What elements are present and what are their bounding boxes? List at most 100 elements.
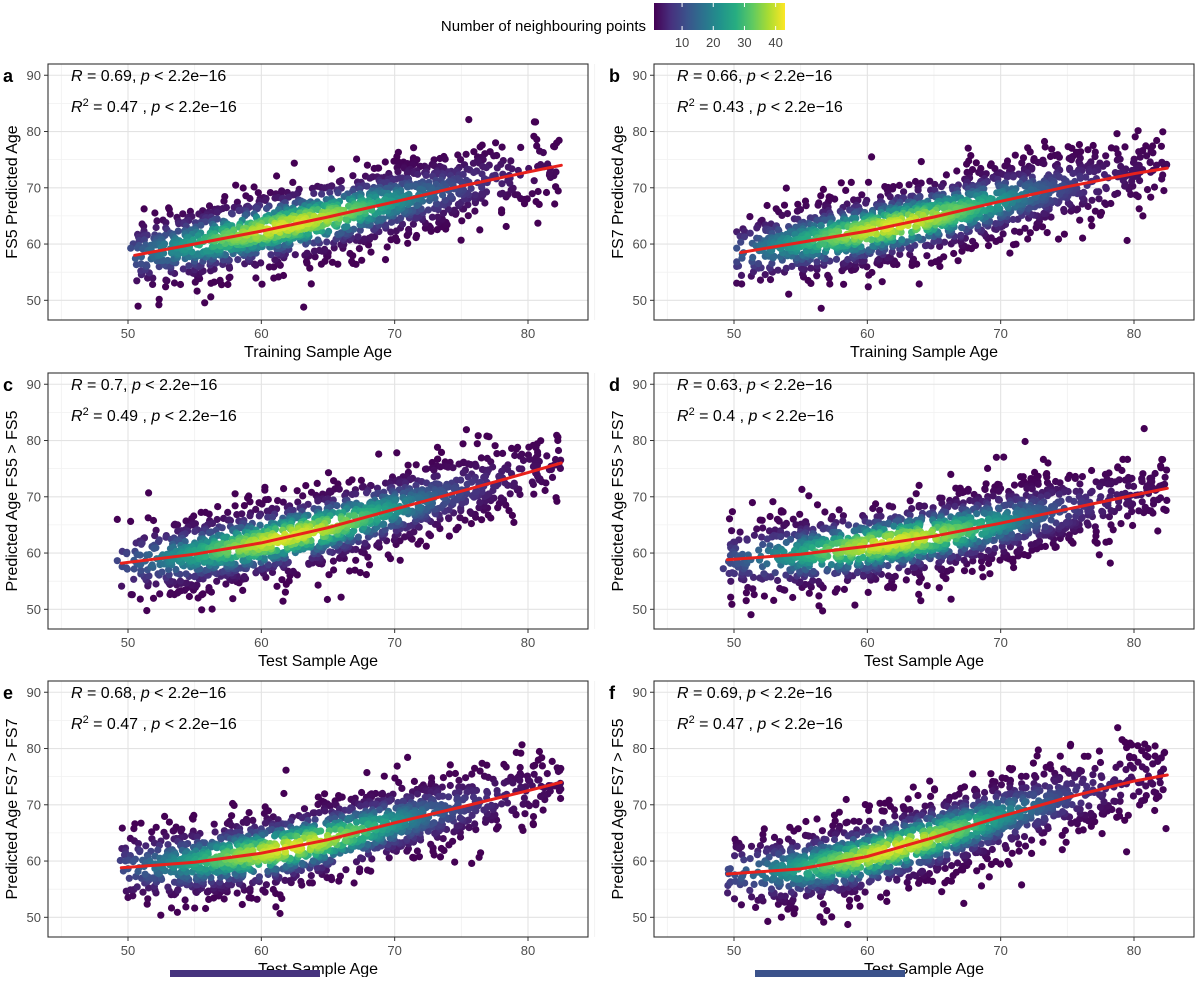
scatter-point (1160, 506, 1167, 513)
scatter-point (747, 611, 754, 618)
scatter-point (815, 602, 822, 609)
scatter-point (737, 529, 744, 536)
scatter-point (1035, 481, 1042, 488)
scatter-point (238, 510, 245, 517)
scatter-point (194, 288, 201, 295)
scatter-point (985, 547, 992, 554)
scatter-point (907, 497, 914, 504)
scatter-point (769, 498, 776, 505)
scatter-point (831, 196, 838, 203)
scatter-point (922, 242, 929, 249)
x-tick-label: 60 (254, 326, 268, 341)
y-tick-label: 50 (27, 602, 41, 617)
scatter-point (1144, 186, 1151, 193)
scatter-point (542, 487, 549, 494)
scatter-point (1159, 128, 1166, 135)
scatter-point (1124, 237, 1131, 244)
scatter-point (510, 519, 517, 526)
scatter-point (397, 557, 404, 564)
scatter-point (207, 293, 214, 300)
scatter-point (1096, 483, 1103, 490)
scatter-point (463, 426, 470, 433)
scatter-point (156, 590, 163, 597)
scatter-point (354, 233, 361, 240)
scatter-point (865, 179, 872, 186)
scatter-point (1114, 156, 1121, 163)
scatter-point (749, 499, 756, 506)
scatter-point (1024, 235, 1031, 242)
scatter-point (282, 589, 289, 596)
scatter-point (508, 165, 515, 172)
scatter-point (246, 195, 253, 202)
scatter-point (138, 260, 145, 267)
scatter-point (214, 503, 221, 510)
scatter-point (530, 491, 537, 498)
scatter-point (252, 274, 259, 281)
scatter-point (1076, 480, 1083, 487)
y-axis-title: FS5 Predicted Age (4, 125, 21, 259)
scatter-point (224, 509, 231, 516)
scatter-point (382, 256, 389, 263)
scatter-point (442, 156, 449, 163)
scatter-point (214, 209, 221, 216)
scatter-point (167, 211, 174, 218)
scatter-point (256, 512, 263, 519)
scatter-point (150, 517, 157, 524)
scatter-point (1114, 190, 1121, 197)
scatter-point (385, 551, 392, 558)
scatter-point (824, 272, 831, 279)
scatter-point (1154, 527, 1161, 534)
scatter-point (842, 187, 849, 194)
legend-tick-label: 40 (768, 35, 782, 50)
scatter-point (727, 594, 734, 601)
scatter-point (764, 535, 771, 542)
scatter-point (324, 596, 331, 603)
x-tick-label: 70 (993, 326, 1007, 341)
scatter-point (198, 606, 205, 613)
scatter-point (534, 220, 541, 227)
scatter-point (150, 545, 157, 552)
scatter-point (898, 236, 905, 243)
scatter-point (749, 254, 756, 261)
scatter-point (151, 209, 158, 216)
scatter-point (947, 471, 954, 478)
scatter-point (1036, 538, 1043, 545)
scatter-point (984, 465, 991, 472)
scatter-point (239, 587, 246, 594)
scatter-point (114, 516, 121, 523)
scatter-point (783, 185, 790, 192)
x-axis-title: Training Sample Age (244, 344, 392, 361)
scatter-point (777, 533, 784, 540)
scatter-point (743, 597, 750, 604)
scatter-point (513, 446, 520, 453)
scatter-point (162, 277, 169, 284)
scatter-point (780, 508, 787, 515)
panel-letter: a (3, 66, 14, 86)
scatter-point (1084, 519, 1091, 526)
scatter-point (1042, 523, 1049, 530)
y-tick-label: 50 (27, 293, 41, 308)
scatter-point (429, 214, 436, 221)
scatter-point (206, 529, 213, 536)
r-annotation: R = 0.7, p < 2.2e−16 (71, 377, 217, 394)
scatter-point (1047, 153, 1054, 160)
scatter-point (517, 144, 524, 151)
scatter-point (177, 578, 184, 585)
scatter-point (516, 465, 523, 472)
scatter-point (1147, 194, 1154, 201)
scatter-point (356, 245, 363, 252)
scatter-point (913, 490, 920, 497)
scatter-point (985, 242, 992, 249)
x-tick-label: 60 (254, 635, 268, 650)
scatter-point (969, 238, 976, 245)
scatter-point (533, 198, 540, 205)
scatter-point (1117, 520, 1124, 527)
scatter-point (1098, 209, 1105, 216)
scatter-point (1044, 459, 1051, 466)
scatter-point (900, 188, 907, 195)
scatter-point (1021, 225, 1028, 232)
scatter-point (310, 190, 317, 197)
